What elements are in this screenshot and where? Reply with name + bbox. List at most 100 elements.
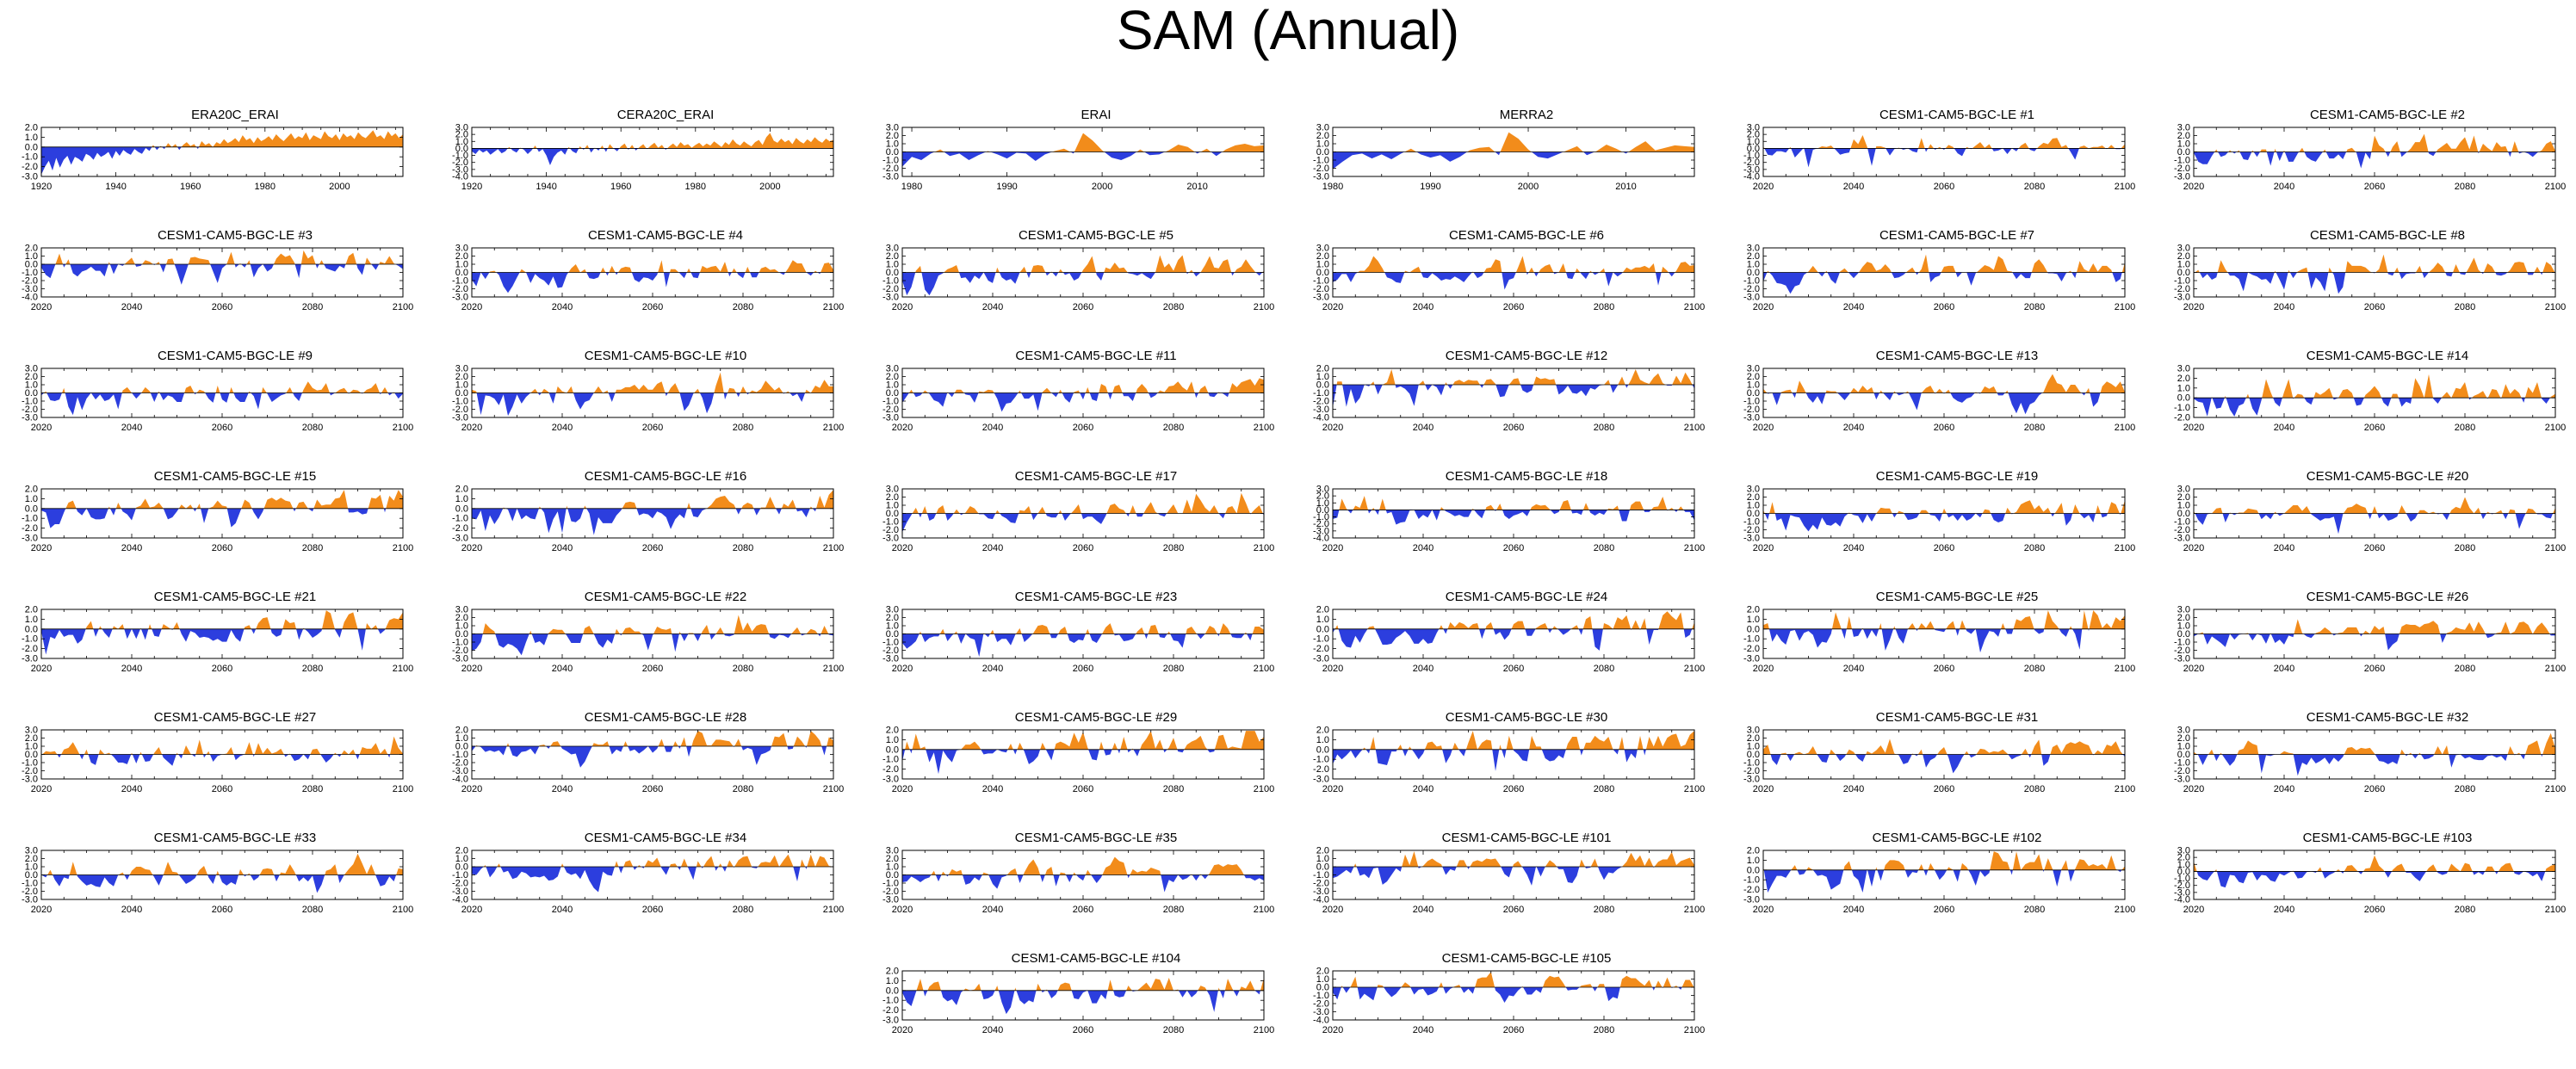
x-tick-label: 2060: [1503, 302, 1524, 312]
y-tick-label: -1.0: [452, 151, 468, 161]
x-tick-label: 2060: [2364, 543, 2385, 553]
x-tick-label: 2010: [1615, 182, 1636, 192]
negative-area: [902, 990, 1264, 1015]
y-tick-label: -3.0: [452, 413, 468, 423]
x-tick-label: 1990: [1420, 182, 1440, 192]
x-tick-label: 2040: [982, 664, 1003, 674]
y-tick-label: -2.0: [1313, 284, 1329, 294]
x-tick-label: 2060: [1073, 1025, 1093, 1035]
y-tick-label: -3.0: [2174, 534, 2190, 544]
x-tick-label: 2080: [302, 543, 323, 553]
x-tick-label: 2080: [2024, 664, 2045, 674]
y-tick-label: -4.0: [1743, 172, 1760, 182]
x-tick-label: 2040: [1413, 1025, 1434, 1035]
x-tick-label: 2060: [1503, 543, 1524, 553]
x-tick-label: 2020: [1322, 1025, 1343, 1035]
positive-area: [1763, 500, 2125, 514]
y-tick-label: -2.0: [2174, 413, 2190, 423]
y-tick-label: -1.0: [452, 870, 468, 881]
y-tick-label: 2.0: [25, 123, 38, 133]
y-tick-label: -3.0: [882, 775, 899, 785]
y-tick-label: -2.0: [882, 646, 899, 656]
y-tick-label: -1.0: [2174, 276, 2190, 287]
y-tick-label: -1.0: [1313, 991, 1329, 1001]
x-tick-label: 2100: [823, 543, 844, 553]
positive-area: [472, 615, 833, 634]
y-tick-label: 0.0: [1316, 268, 1329, 278]
y-tick-label: 0.0: [455, 504, 468, 514]
y-tick-label: 2.0: [886, 613, 899, 623]
y-tick-label: 2.0: [886, 967, 899, 977]
y-tick-label: -4.0: [1313, 534, 1329, 544]
y-tick-label: -3.0: [882, 413, 899, 423]
y-tick-label: 0.0: [2177, 268, 2190, 278]
x-tick-label: 2040: [982, 784, 1003, 794]
y-tick-label: 1.0: [455, 733, 468, 744]
y-tick-label: -3.0: [882, 654, 899, 664]
y-tick-label: -2.0: [1743, 405, 1760, 415]
y-tick-label: 2.0: [886, 251, 899, 262]
negative-area: [2194, 754, 2555, 776]
x-tick-label: 2100: [2115, 543, 2135, 553]
x-tick-label: 2040: [552, 543, 573, 553]
y-tick-label: 3.0: [1316, 123, 1329, 133]
y-tick-label: 0.0: [1747, 750, 1760, 760]
y-tick-label: 2.0: [455, 613, 468, 623]
chart-title: CESM1-CAM5-BGC-LE #31: [1875, 710, 2039, 725]
y-tick-label: 0.0: [25, 142, 38, 152]
negative-area: [1333, 385, 1694, 408]
y-tick-label: 2.0: [1316, 967, 1329, 977]
x-tick-label: 2060: [1503, 423, 1524, 433]
negative-area: [902, 272, 1264, 296]
x-tick-label: 2080: [1163, 1025, 1184, 1035]
y-tick-label: 3.0: [25, 726, 38, 736]
y-tick-label: 2.0: [2177, 251, 2190, 262]
y-tick-label: -2.0: [452, 758, 468, 769]
chart-title: CESM1-CAM5-BGC-LE #26: [2306, 590, 2469, 604]
x-tick-label: 2060: [2364, 182, 2385, 192]
y-tick-label: 0.0: [1316, 745, 1329, 755]
y-tick-label: -2.0: [882, 1005, 899, 1016]
x-tick-label: 2020: [31, 664, 52, 674]
x-tick-label: 2040: [552, 302, 573, 312]
y-tick-label: 0.0: [455, 629, 468, 640]
x-tick-label: 2080: [2024, 423, 2045, 433]
y-tick-label: 1.0: [25, 251, 38, 262]
x-tick-label: 2100: [2545, 543, 2566, 553]
positive-area: [41, 736, 403, 755]
chart-panel: CESM1-CAM5-BGC-LE #103 3.0 2.0 1.0 0.0 -1.0 -2…: [2159, 831, 2576, 925]
y-tick-label: 2.0: [1316, 131, 1329, 141]
x-tick-label: 2100: [2115, 302, 2135, 312]
y-tick-label: 3.0: [25, 364, 38, 374]
negative-area: [1763, 392, 2125, 415]
x-tick-label: 2040: [2274, 664, 2294, 674]
x-tick-label: 2080: [2455, 423, 2475, 433]
x-tick-label: 2040: [121, 905, 142, 915]
x-tick-label: 2100: [2545, 784, 2566, 794]
chart-panel: CESM1-CAM5-BGC-LE #31 3.0 2.0 1.0 0.0 -1.0 -2.…: [1729, 710, 2159, 805]
y-tick-label: 2.0: [1316, 846, 1329, 856]
x-tick-label: 1960: [180, 182, 201, 192]
y-tick-label: 2.0: [455, 372, 468, 382]
y-tick-label: 1.0: [455, 380, 468, 391]
y-tick-label: -2.0: [882, 284, 899, 294]
y-tick-label: 2.0: [1747, 846, 1760, 856]
x-tick-label: 2020: [892, 423, 913, 433]
y-tick-label: -3.0: [22, 534, 38, 544]
y-tick-label: 3.0: [1316, 244, 1329, 254]
x-tick-label: 1920: [31, 182, 52, 192]
chart-title: CESM1-CAM5-BGC-LE #7: [1879, 228, 2035, 243]
chart-panel: CESM1-CAM5-BGC-LE #16 2.0 1.0 0.0 -1.0 -2.0 -3…: [437, 469, 868, 564]
y-tick-label: 0.0: [1747, 624, 1760, 634]
x-tick-label: 2060: [1934, 423, 1954, 433]
x-tick-label: 2040: [1843, 784, 1864, 794]
x-tick-label: 2060: [1934, 784, 1954, 794]
